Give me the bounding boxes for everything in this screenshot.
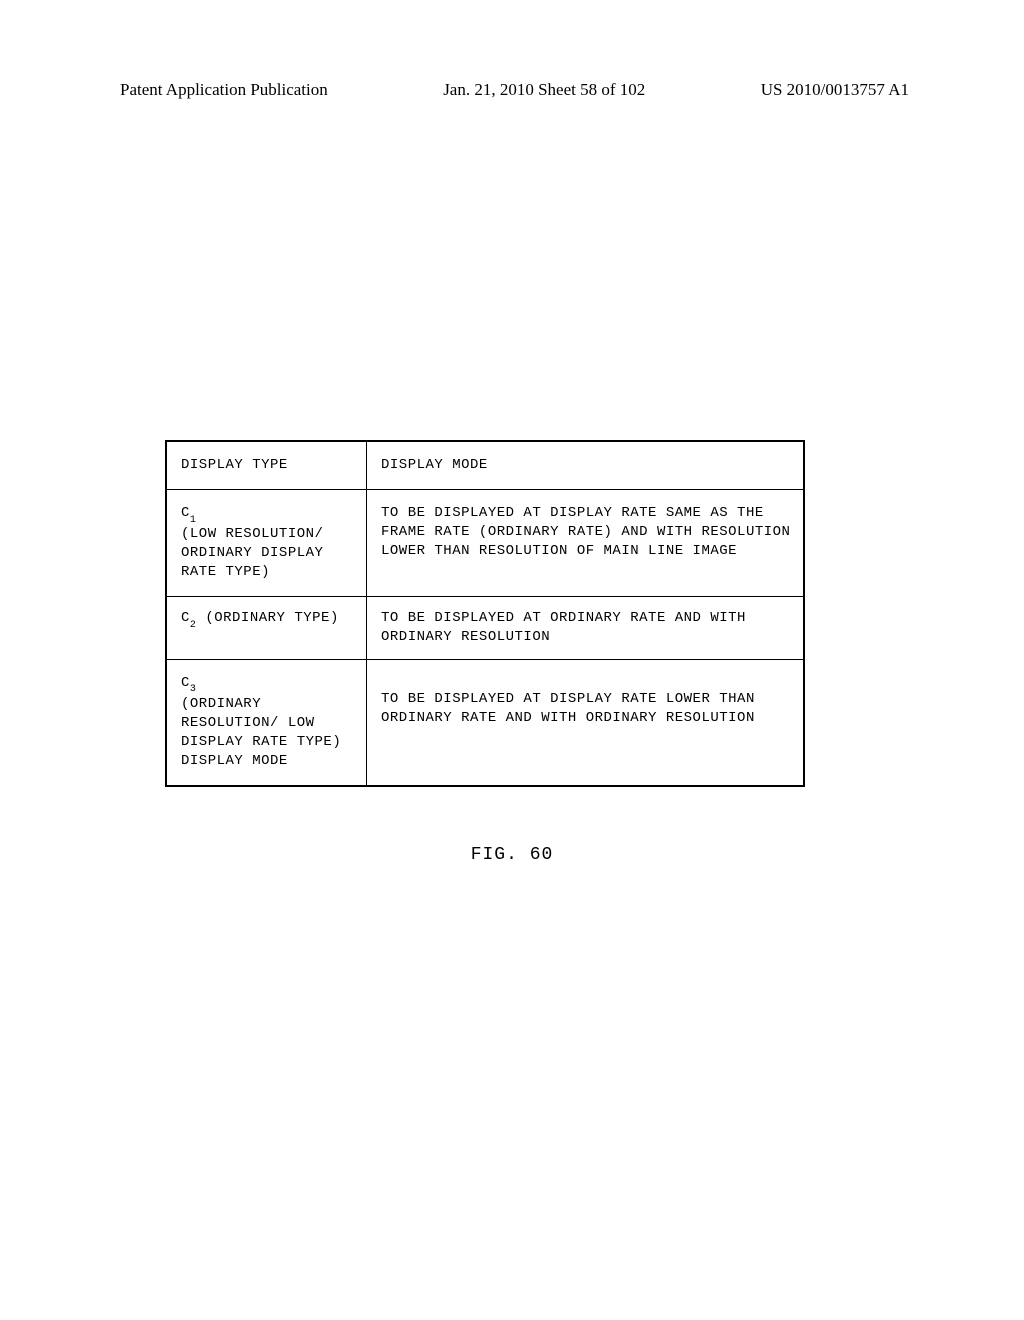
- document-header: Patent Application Publication Jan. 21, …: [0, 80, 1024, 100]
- display-mode-table: DISPLAY TYPE DISPLAY MODE C1 (LOW RESOLU…: [165, 440, 805, 787]
- column-header-display-mode: DISPLAY MODE: [367, 442, 803, 489]
- figure-caption: FIG. 60: [0, 845, 1024, 865]
- table-row: C3 (ORDINARY RESOLUTION/ LOW DISPLAY RAT…: [167, 660, 803, 785]
- display-mode-cell: TO BE DISPLAYED AT DISPLAY RATE LOWER TH…: [367, 660, 803, 785]
- type-description: (LOW RESOLUTION/ ORDINARY DISPLAY RATE T…: [181, 526, 323, 580]
- type-prefix: C: [181, 505, 190, 521]
- type-subscript: 2: [190, 620, 197, 631]
- display-type-cell: C3 (ORDINARY RESOLUTION/ LOW DISPLAY RAT…: [167, 660, 367, 785]
- display-type-cell: C2 (ORDINARY TYPE): [167, 597, 367, 659]
- type-description: (ORDINARY RESOLUTION/ LOW DISPLAY RATE T…: [181, 696, 341, 769]
- column-header-display-type: DISPLAY TYPE: [167, 442, 367, 489]
- display-mode-cell: TO BE DISPLAYED AT ORDINARY RATE AND WIT…: [367, 597, 803, 659]
- display-type-cell: C1 (LOW RESOLUTION/ ORDINARY DISPLAY RAT…: [167, 490, 367, 596]
- type-subscript: 1: [190, 515, 197, 526]
- type-description: (ORDINARY TYPE): [196, 610, 338, 626]
- publication-type: Patent Application Publication: [120, 80, 328, 100]
- type-prefix: C: [181, 675, 190, 691]
- display-mode-cell: TO BE DISPLAYED AT DISPLAY RATE SAME AS …: [367, 490, 803, 596]
- table-header-row: DISPLAY TYPE DISPLAY MODE: [167, 442, 803, 490]
- table-row: C1 (LOW RESOLUTION/ ORDINARY DISPLAY RAT…: [167, 490, 803, 597]
- date-sheet-info: Jan. 21, 2010 Sheet 58 of 102: [443, 80, 645, 100]
- type-prefix: C: [181, 610, 190, 626]
- publication-number: US 2010/0013757 A1: [761, 80, 909, 100]
- type-subscript: 3: [190, 684, 197, 695]
- table-row: C2 (ORDINARY TYPE) TO BE DISPLAYED AT OR…: [167, 597, 803, 660]
